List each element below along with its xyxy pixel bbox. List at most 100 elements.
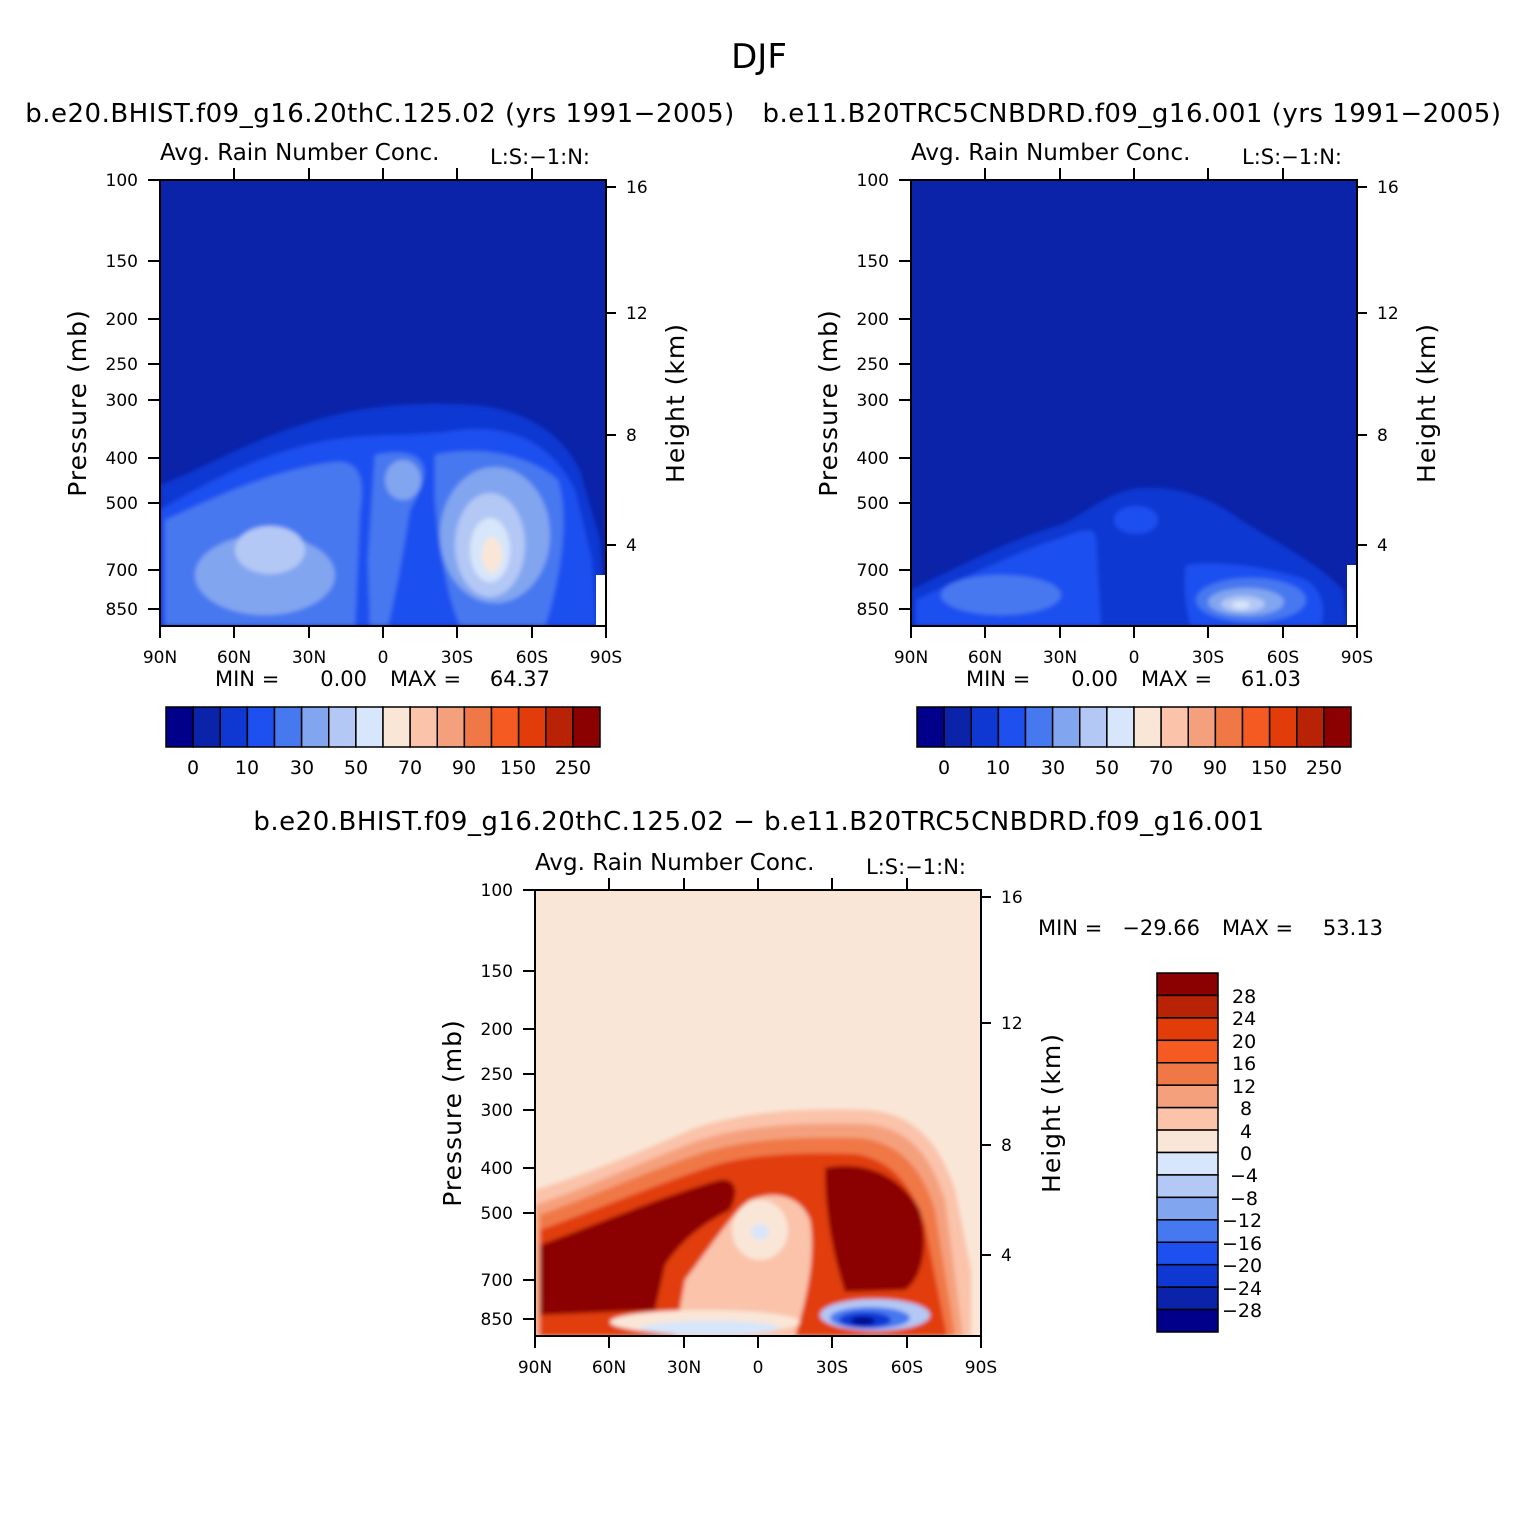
panel-2-y2tick: 16 <box>1377 178 1399 198</box>
panel-1-cb-label: 0 <box>187 757 199 779</box>
panel-1-cb-label: 30 <box>290 757 314 779</box>
panel-3-max-label: MAX = <box>1222 916 1293 940</box>
panel-2-max-label: MAX = <box>1141 667 1212 691</box>
panel-1-colorbar-swatch <box>382 706 411 748</box>
panel-2-y-tick-labels: 100 150 200 250 300 400 500 700 850 <box>857 171 889 620</box>
panel-1-colorbar-swatch <box>246 706 276 748</box>
panel-1-ytick: 250 <box>106 355 138 375</box>
panel-1-min-label: MIN = <box>215 667 279 691</box>
panel-1-contour-l6-nh <box>235 526 305 574</box>
panel-3-cb-label: 12 <box>1232 1076 1256 1098</box>
panel-1-y-tick-labels: 100 150 200 250 300 400 500 700 850 <box>106 171 138 620</box>
panel-3-colorbar-swatch <box>1156 1286 1219 1311</box>
panel-3-colorbar-swatch <box>1156 1106 1219 1131</box>
panel-2-y2tick: 8 <box>1377 426 1388 446</box>
panel-2-colorbar-swatch <box>1214 706 1244 748</box>
panel-1-cb-label: 70 <box>398 757 422 779</box>
panel-2-colorbar-swatch <box>1160 706 1189 748</box>
panel-3-colorbar-swatch <box>1156 1241 1219 1266</box>
panel-2-xtick: 90S <box>1341 648 1373 668</box>
panel-3-xtick: 60N <box>592 1358 626 1378</box>
panel-3-xtick: 60S <box>891 1358 923 1378</box>
panel-1-colorbar-swatch <box>219 706 249 748</box>
panel-1-colorbar-labels: 0 10 30 50 70 90 150 250 <box>187 757 591 779</box>
panel-2-min-label: MIN = <box>966 667 1030 691</box>
panel-2-colorbar-swatch <box>943 706 972 748</box>
panel-1-colorbar-swatch <box>572 706 601 748</box>
panel-2-colorbar-swatch <box>970 706 1000 748</box>
panel-3-ytick: 500 <box>481 1204 513 1224</box>
panel-3-colorbar-swatch <box>1156 1308 1219 1333</box>
panel-2-plot-area <box>910 179 1358 627</box>
panel-2-ytick: 700 <box>857 561 889 581</box>
panel-1-y2tick: 8 <box>626 426 637 446</box>
panel-1-ticks <box>148 168 616 638</box>
panel-3-xtick: 90N <box>518 1358 552 1378</box>
panel-3-cb-label: −16 <box>1222 1233 1262 1255</box>
panel-3-colorbar-swatch <box>1156 1129 1219 1154</box>
panel-3-contour-max-nh <box>540 1179 736 1315</box>
panel-2-colorbar-swatch <box>997 706 1027 748</box>
panel-1-ytick: 100 <box>106 171 138 191</box>
panel-1-colorbar-swatch <box>545 706 574 748</box>
panel-2-xtick: 0 <box>1129 648 1140 668</box>
panel-1-variable-title: Avg. Rain Number Conc. <box>160 140 439 166</box>
panel-1-ytick: 400 <box>106 449 138 469</box>
panel-3-cb-label: 0 <box>1240 1143 1252 1165</box>
panel-2-colorbar <box>916 706 1352 748</box>
panel-2-xtick: 60N <box>968 648 1002 668</box>
panel-1-colorbar-swatch <box>490 706 520 748</box>
panel-3-contour-neg-min <box>851 1317 875 1325</box>
panel-3-xtick: 90S <box>965 1358 997 1378</box>
panel-1-plot-area <box>159 179 607 627</box>
panel-1-xtick: 0 <box>378 648 389 668</box>
panel-2-cb-label: 150 <box>1251 757 1287 779</box>
panel-3-variable-title: Avg. Rain Number Conc. <box>535 850 814 876</box>
panel-1-cb-label: 10 <box>235 757 259 779</box>
panel-top-left: b.e20.BHIST.f09_g16.20thC.125.02 (yrs 19… <box>25 99 734 779</box>
panel-3-y2tick: 12 <box>1001 1014 1023 1034</box>
panel-2-xtick: 30N <box>1043 648 1077 668</box>
panel-1-missing-data <box>596 575 606 626</box>
panel-3-cb-label: 4 <box>1240 1121 1252 1143</box>
panel-2-y2-tick-labels: 16 12 8 4 <box>1377 178 1399 556</box>
panel-3-cb-label: −20 <box>1222 1255 1262 1277</box>
panel-1-cb-label: 250 <box>555 757 591 779</box>
panel-3-colorbar-swatch <box>1156 1062 1219 1086</box>
panel-3-x-tick-labels: 90N 60N 30N 0 30S 60S 90S <box>518 1358 997 1378</box>
panel-3-y2-tick-labels: 16 12 8 4 <box>1001 888 1023 1266</box>
panel-1-colorbar-swatch <box>300 706 330 748</box>
panel-2-ytick: 300 <box>857 391 889 411</box>
panel-2-ylabel: Pressure (mb) <box>814 309 843 496</box>
panel-1-y2tick: 12 <box>626 304 648 324</box>
panel-3-cb-label: 8 <box>1240 1098 1252 1120</box>
panel-3-minmax: MIN = −29.66 MAX = 53.13 <box>1038 916 1383 940</box>
panel-3-cb-label: 28 <box>1232 986 1256 1008</box>
panel-2-missing-data <box>1347 565 1357 626</box>
panel-3-max-value: 53.13 <box>1323 916 1383 940</box>
panel-1-y2-tick-labels: 16 12 8 4 <box>626 178 648 556</box>
panel-2-cb-label: 0 <box>938 757 950 779</box>
panel-2-colorbar-swatch <box>916 706 945 748</box>
panel-3-cb-label: −28 <box>1222 1300 1262 1322</box>
panel-3-colorbar-labels: 28 24 20 16 12 8 4 0 −4 −8 −12 −16 −20 −… <box>1222 986 1262 1322</box>
panel-1-corner-label: L:S:−1:N: <box>490 145 590 169</box>
panel-2-corner-label: L:S:−1:N: <box>1242 145 1342 169</box>
panel-1-max-value: 64.37 <box>490 667 550 691</box>
panel-3-cb-label: −8 <box>1230 1188 1258 1210</box>
panel-3-xtick: 30N <box>667 1358 701 1378</box>
panel-2-cb-label: 70 <box>1149 757 1173 779</box>
panel-3-min-value: −29.66 <box>1122 916 1200 940</box>
panel-2-cb-label: 10 <box>986 757 1010 779</box>
panel-2-xtick: 60S <box>1267 648 1299 668</box>
panel-2-colorbar-swatch <box>1241 706 1271 748</box>
panel-2-colorbar-swatch <box>1133 706 1162 748</box>
panel-1-xtick: 60N <box>217 648 251 668</box>
panel-1-minmax: MIN = 0.00 MAX = 64.37 <box>215 667 550 691</box>
panel-3-ytick: 700 <box>481 1271 513 1291</box>
panel-3-cb-label: −12 <box>1222 1210 1262 1232</box>
panel-3-colorbar <box>1156 972 1219 1333</box>
panel-2-colorbar-swatch <box>1323 706 1352 748</box>
panel-3-cb-label: 24 <box>1232 1008 1256 1030</box>
